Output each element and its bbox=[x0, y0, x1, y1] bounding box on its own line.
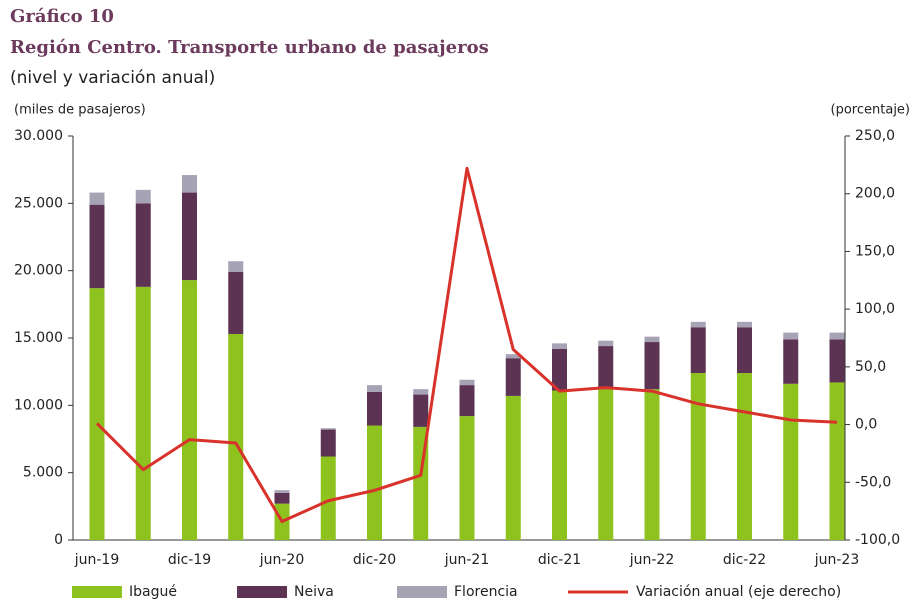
bar bbox=[135, 189, 151, 204]
bar bbox=[135, 203, 151, 287]
line bbox=[95, 166, 838, 524]
bar bbox=[228, 272, 244, 334]
bar bbox=[228, 261, 244, 273]
bar bbox=[644, 389, 660, 540]
bar bbox=[598, 346, 614, 390]
bar bbox=[274, 492, 290, 504]
y-tick-label: 10.000 bbox=[14, 397, 63, 413]
x-tick-label: jun-22 bbox=[629, 552, 675, 568]
y2-tick-label: 250,0 bbox=[855, 128, 895, 144]
bar bbox=[320, 456, 336, 540]
bar bbox=[89, 192, 105, 205]
bar bbox=[367, 391, 382, 426]
legend-label: Ibagué bbox=[129, 584, 177, 600]
x-tick-label: jun-21 bbox=[444, 552, 490, 568]
y-axis-label: (miles de pasajeros) bbox=[14, 103, 146, 118]
bar bbox=[459, 385, 475, 417]
x-tick-label: dic-21 bbox=[538, 552, 581, 568]
y2-tick-label: -50,0 bbox=[855, 474, 891, 490]
y2-tick-label: 0,0 bbox=[855, 417, 877, 433]
bar bbox=[737, 321, 752, 328]
bar bbox=[690, 373, 706, 540]
legend-swatch bbox=[72, 586, 122, 598]
bar bbox=[552, 348, 567, 391]
bar bbox=[320, 428, 336, 430]
legend-label: Florencia bbox=[454, 584, 518, 600]
x-tick-label: jun-20 bbox=[259, 552, 305, 568]
bar bbox=[89, 204, 105, 289]
bar bbox=[182, 175, 197, 193]
bar bbox=[182, 280, 197, 540]
x-tick-label: dic-22 bbox=[723, 552, 766, 568]
x-tick-label: dic-19 bbox=[168, 552, 211, 568]
bar bbox=[552, 343, 567, 349]
bar bbox=[505, 354, 521, 359]
chart-title: Gráfico 10 bbox=[10, 6, 114, 27]
legend-swatch bbox=[397, 586, 447, 598]
y-tick-label: 15.000 bbox=[14, 330, 63, 346]
chart-note: (nivel y variación anual) bbox=[10, 68, 215, 88]
y-tick-label: 5.000 bbox=[23, 465, 63, 481]
bar bbox=[829, 339, 845, 383]
bar bbox=[135, 286, 151, 540]
bar bbox=[505, 358, 521, 396]
y2-axis-label: (porcentaje) bbox=[831, 103, 910, 118]
y-tick-label: 25.000 bbox=[14, 195, 63, 211]
legend-swatch bbox=[237, 586, 287, 598]
bar bbox=[783, 383, 799, 540]
x-tick-label: dic-20 bbox=[353, 552, 396, 568]
bar bbox=[783, 339, 799, 384]
bar bbox=[413, 389, 429, 395]
bar bbox=[644, 336, 660, 343]
bar bbox=[274, 490, 290, 493]
bar bbox=[228, 333, 244, 540]
bar bbox=[459, 416, 475, 540]
bar bbox=[644, 342, 660, 390]
y-tick-label: 0 bbox=[54, 532, 63, 548]
bar bbox=[690, 321, 706, 328]
bar bbox=[459, 379, 475, 386]
bar bbox=[690, 327, 706, 374]
bar bbox=[320, 429, 336, 457]
bar bbox=[182, 192, 197, 281]
bar bbox=[367, 425, 382, 540]
x-tick-label: jun-19 bbox=[74, 552, 120, 568]
bar bbox=[413, 394, 429, 427]
bar bbox=[783, 332, 799, 340]
bar bbox=[737, 373, 752, 540]
y-tick-label: 20.000 bbox=[14, 263, 63, 279]
bar bbox=[89, 288, 105, 540]
legend-label: Neiva bbox=[294, 584, 334, 600]
chart-subtitle: Región Centro. Transporte urbano de pasa… bbox=[10, 37, 489, 58]
bar bbox=[598, 340, 614, 347]
bar bbox=[505, 395, 521, 540]
y2-tick-label: 200,0 bbox=[855, 186, 895, 202]
y2-tick-label: 150,0 bbox=[855, 243, 895, 259]
y-tick-label: 30.000 bbox=[14, 128, 63, 144]
bar bbox=[552, 390, 567, 540]
y2-tick-label: -100,0 bbox=[855, 532, 900, 548]
legend-label: Variación anual (eje derecho) bbox=[636, 584, 841, 600]
y2-tick-label: 100,0 bbox=[855, 301, 895, 317]
y2-tick-label: 50,0 bbox=[855, 359, 886, 375]
x-tick-label: jun-23 bbox=[814, 552, 860, 568]
bar bbox=[829, 382, 845, 540]
bar bbox=[737, 327, 752, 374]
bar bbox=[829, 332, 845, 340]
bar bbox=[598, 389, 614, 540]
bar bbox=[367, 385, 382, 392]
